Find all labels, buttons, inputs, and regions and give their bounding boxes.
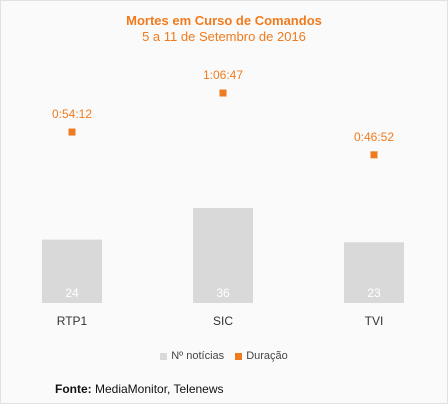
legend-label-noticias: Nº notícias	[171, 350, 225, 362]
marker-label-rtp1: 0:54:12	[52, 107, 92, 121]
legend-item-noticias: Nº notícias	[160, 350, 224, 362]
legend-item-duracao: Duração	[235, 350, 288, 362]
source-label: Fonte:	[55, 382, 92, 396]
x-tick-tvi: TVI	[365, 314, 384, 328]
bar-rtp1	[42, 239, 102, 303]
marker-label-sic: 1:06:47	[203, 68, 243, 82]
chart-legend: Nº notícias Duração	[1, 350, 447, 363]
source-text: MediaMonitor, Telenews	[95, 382, 224, 396]
x-tick-rtp1: RTP1	[57, 314, 88, 328]
bar-value-tvi: 23	[367, 286, 381, 300]
bar-value-sic: 36	[216, 286, 230, 300]
bar-sic	[193, 207, 253, 303]
legend-swatch-duracao	[235, 352, 243, 360]
legend-swatch-noticias	[160, 352, 168, 360]
chart-plot: 24 0:54:12 RTP1 36 1:06:47 SIC 23 0:46:52 TVI	[42, 68, 404, 328]
marker-tvi	[370, 151, 378, 159]
marker-rtp1	[68, 128, 76, 136]
x-tick-sic: SIC	[213, 314, 233, 328]
bar-value-rtp1: 24	[65, 286, 79, 300]
marker-sic	[219, 89, 227, 97]
legend-label-duracao: Duração	[246, 350, 288, 362]
source-note: Fonte: MediaMonitor, Telenews	[55, 382, 224, 396]
chart-subtitle: 5 a 11 de Setembro de 2016	[142, 29, 306, 44]
marker-label-tvi: 0:46:52	[354, 130, 394, 144]
chart-title: Mortes em Curso de Comandos	[126, 13, 322, 28]
bar-tvi	[344, 242, 404, 303]
